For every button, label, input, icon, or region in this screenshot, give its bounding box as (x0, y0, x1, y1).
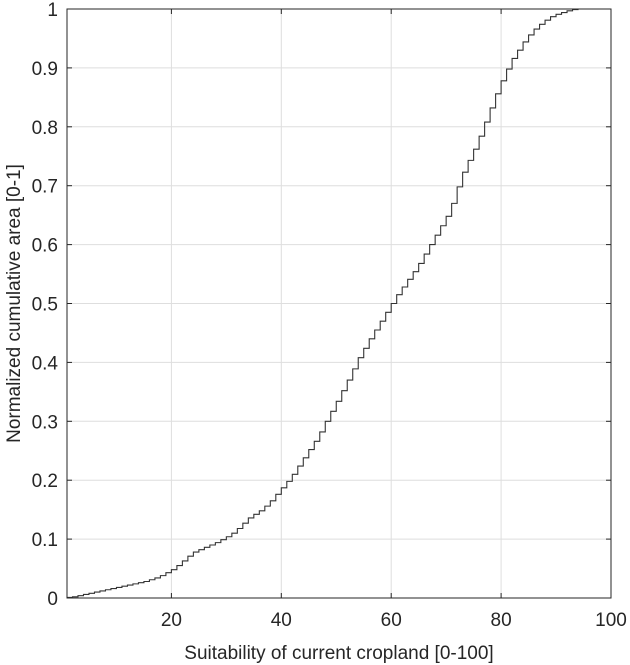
x-axis-label: Suitability of current cropland [0-100] (184, 643, 493, 664)
y-tick-label: 0.4 (32, 353, 59, 374)
y-tick-label: 0.5 (32, 295, 58, 316)
y-tick-label: 0.8 (32, 118, 58, 139)
x-tick-label: 20 (161, 610, 182, 631)
y-tick-label: 0.3 (32, 412, 58, 433)
cdf-step-line (67, 8, 611, 598)
grid (67, 8, 612, 599)
x-tick-label: 100 (595, 610, 627, 631)
y-tick-label: 0.6 (32, 236, 58, 257)
y-tick-label: 0.2 (32, 471, 58, 492)
y-tick-label: 0.9 (32, 59, 58, 80)
x-tick-label: 40 (271, 610, 292, 631)
y-axis-label: Normalized cumulative area [0-1] (4, 164, 25, 443)
series-layer (67, 8, 611, 598)
y-tick-label: 0.7 (32, 177, 58, 198)
y-axis-ticks: 0 0.1 0.2 0.3 0.4 0.5 0.6 0.7 0.8 0.9 1 (32, 0, 611, 610)
x-tick-label: 60 (381, 610, 402, 631)
y-tick-label: 1 (47, 0, 58, 21)
y-tick-label: 0 (47, 589, 58, 610)
x-tick-label: 80 (491, 610, 512, 631)
y-tick-label: 0.1 (32, 530, 58, 551)
x-axis-ticks: 20 40 60 80 100 (161, 9, 627, 631)
